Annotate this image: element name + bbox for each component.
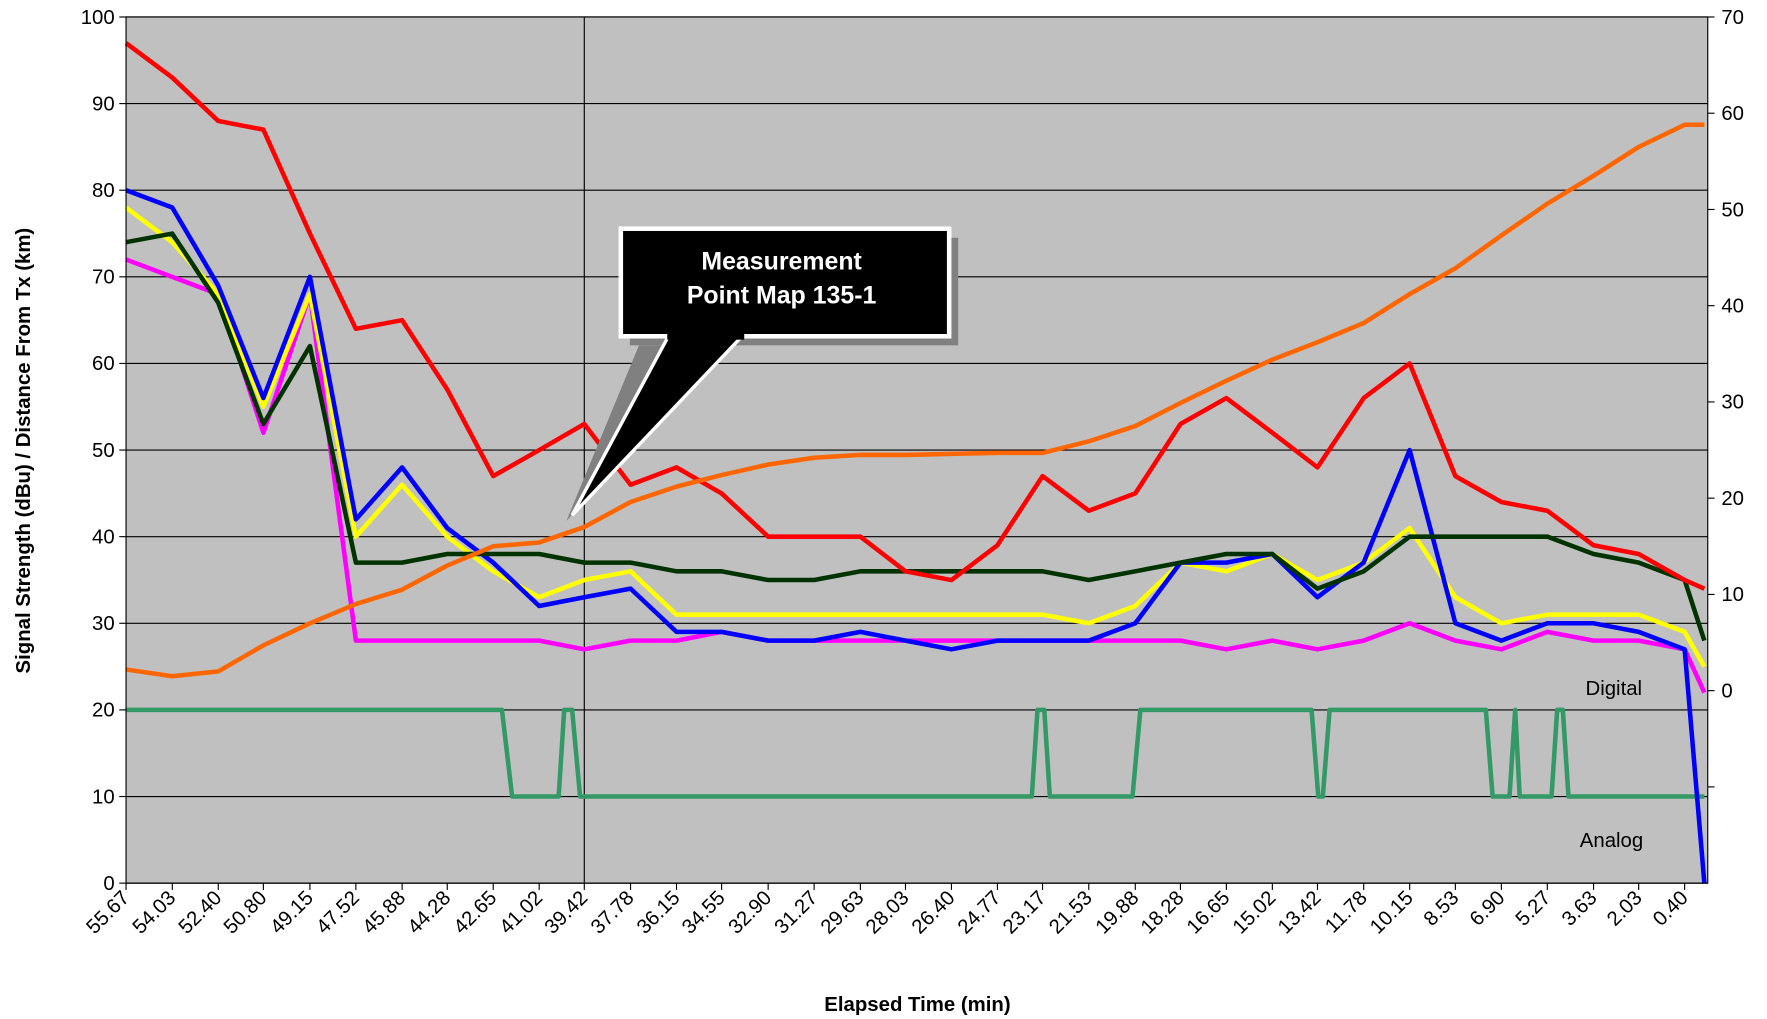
y-axis-title: Signal Strength (dBu) / Distance From Tx… [13,228,35,674]
x-tick-label: 15.02 [1229,887,1281,939]
y-tick-label: 20 [92,700,115,722]
y-tick-label: 90 [92,93,115,115]
y-tick-label: 50 [92,440,115,462]
y2-tick-label: 60 [1721,103,1744,125]
y2-tick-label: 0 [1721,680,1732,702]
callout: Measurement Point Map 135-1 [566,226,959,521]
callout-text: Measurement [701,247,861,275]
series-line [125,231,1707,642]
x-tick-label: 3.63 [1558,887,1602,931]
x-tick-label: 21.53 [1045,887,1097,939]
x-tick-label: 18.28 [1137,887,1189,939]
y2-tick-label: 70 [1721,7,1744,29]
x-tick-label: 36.15 [633,887,685,939]
callout-box [618,226,952,339]
x-tick-label: 45.88 [359,887,411,939]
plot-border [125,16,1709,884]
x-tick-label: 5.27 [1512,887,1556,931]
annotation: Analog [1580,830,1643,852]
x-tick-label: 16.65 [1183,887,1235,939]
x-tick-label: 37.78 [587,887,639,939]
x-tick-label: 41.02 [496,887,548,939]
series-line [125,122,1705,679]
x-tick-label: 49.15 [266,887,318,939]
plot-area: 010203040506070809010001020304050607055.… [81,7,1744,939]
x-axis-title: Elapsed Time (min) [824,994,1010,1016]
callout-join [667,332,745,340]
y2-tick-label: 50 [1721,199,1744,221]
y-tick-label: 70 [92,267,115,289]
x-tick-label: 29.63 [817,887,869,939]
y-tick-label: 0 [103,873,114,895]
x-tick-label: 44.28 [404,887,456,939]
y-tick-label: 40 [92,526,115,548]
x-tick-label: 0.40 [1649,887,1693,931]
x-tick-label: 39.42 [541,887,593,939]
series-line [126,707,1705,799]
y2-tick-label: 20 [1721,488,1744,510]
annotation: Digital [1585,678,1642,700]
y-tick-label: 80 [92,180,115,202]
series-line [125,188,1707,884]
x-tick-label: 10.15 [1366,887,1418,939]
x-tick-label: 31.27 [771,887,823,939]
series-line [125,257,1707,694]
y-tick-label: 100 [81,7,115,29]
x-tick-label: 34.55 [678,887,730,939]
y-tick-label: 60 [92,353,115,375]
x-tick-label: 11.78 [1321,887,1372,938]
y-tick-label: 30 [92,613,115,635]
x-tick-label: 50.80 [220,887,272,939]
y-tick-label: 10 [92,786,115,808]
x-tick-label: 52.40 [175,887,227,939]
series-line [124,41,1706,591]
x-tick-label: 6.90 [1466,887,1510,931]
x-tick-label: 47.52 [312,887,364,939]
x-tick-label: 13.42 [1274,887,1326,939]
series-line [124,205,1707,668]
x-tick-label: 19.88 [1092,887,1144,939]
x-tick-label: 28.03 [862,887,914,939]
y2-tick-label: 10 [1721,584,1744,606]
callout-text: Point Map 135-1 [687,281,877,309]
y2-tick-label: 40 [1721,295,1744,317]
x-tick-label: 23.17 [999,887,1051,939]
y2-tick-label: 30 [1721,392,1744,414]
x-tick-label: 42.65 [450,887,502,939]
x-tick-label: 8.53 [1420,887,1464,931]
x-tick-label: 2.03 [1603,887,1647,931]
x-tick-label: 32.90 [725,887,777,939]
x-tick-label: 54.03 [129,887,181,939]
x-tick-label: 26.40 [908,887,960,939]
x-tick-label: 24.77 [954,887,1006,939]
